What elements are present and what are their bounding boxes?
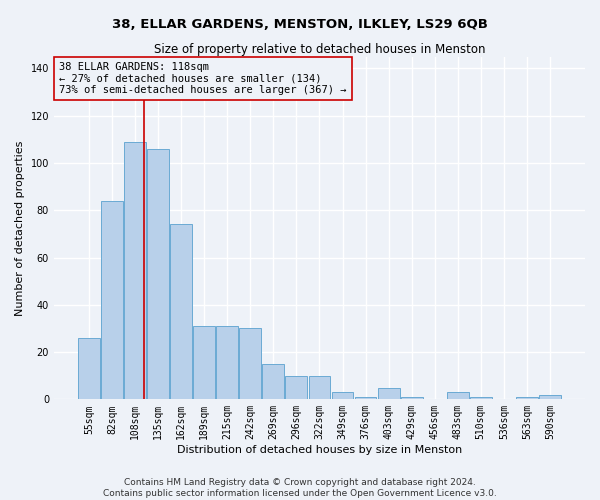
Bar <box>516 397 538 400</box>
Bar <box>286 376 307 400</box>
Bar <box>101 201 123 400</box>
Bar <box>377 388 400 400</box>
Text: Contains HM Land Registry data © Crown copyright and database right 2024.
Contai: Contains HM Land Registry data © Crown c… <box>103 478 497 498</box>
Bar <box>447 392 469 400</box>
Title: Size of property relative to detached houses in Menston: Size of property relative to detached ho… <box>154 42 485 56</box>
Bar <box>332 392 353 400</box>
Text: 38, ELLAR GARDENS, MENSTON, ILKLEY, LS29 6QB: 38, ELLAR GARDENS, MENSTON, ILKLEY, LS29… <box>112 18 488 30</box>
Bar <box>239 328 261 400</box>
Bar <box>262 364 284 400</box>
Bar <box>217 326 238 400</box>
Bar <box>470 397 492 400</box>
Bar <box>401 397 422 400</box>
Bar <box>193 326 215 400</box>
Bar <box>170 224 192 400</box>
Bar <box>355 397 376 400</box>
X-axis label: Distribution of detached houses by size in Menston: Distribution of detached houses by size … <box>177 445 462 455</box>
Y-axis label: Number of detached properties: Number of detached properties <box>15 140 25 316</box>
Bar <box>308 376 331 400</box>
Bar <box>539 394 561 400</box>
Text: 38 ELLAR GARDENS: 118sqm
← 27% of detached houses are smaller (134)
73% of semi-: 38 ELLAR GARDENS: 118sqm ← 27% of detach… <box>59 62 347 95</box>
Bar <box>78 338 100 400</box>
Bar <box>147 149 169 400</box>
Bar <box>124 142 146 400</box>
